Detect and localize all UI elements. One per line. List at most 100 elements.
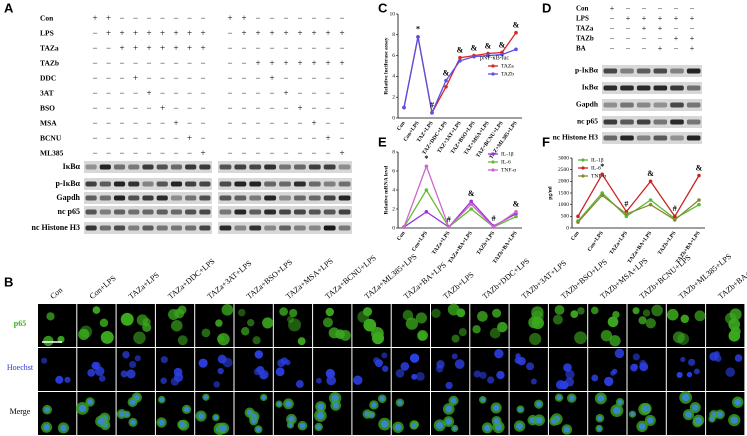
- sign: −: [146, 118, 151, 128]
- legend-marker: [581, 166, 585, 170]
- sign: −: [133, 118, 138, 128]
- blot-band: [85, 195, 97, 201]
- condition-label: TAZa: [576, 25, 594, 33]
- blot-band: [308, 181, 321, 187]
- sign: −: [146, 13, 151, 23]
- legend-marker: [491, 72, 495, 76]
- cell: [221, 304, 234, 316]
- sign: −: [325, 103, 330, 113]
- cell: [177, 305, 187, 315]
- data-point: [424, 188, 429, 192]
- sign: −: [173, 103, 178, 113]
- nucleus: [454, 359, 465, 369]
- y-tick-label: 0: [566, 225, 569, 231]
- blot-band: [219, 164, 232, 170]
- legend-label: TNF-α: [591, 173, 606, 179]
- blot-band: [170, 195, 183, 201]
- nucleus: [526, 362, 535, 371]
- sign: −: [297, 133, 302, 143]
- sign: −: [160, 133, 165, 143]
- cell: [570, 310, 579, 318]
- blot-band: [308, 195, 321, 201]
- sign: −: [297, 148, 302, 158]
- data-point: [469, 199, 474, 204]
- nucleus: [43, 423, 50, 431]
- nucleus: [326, 370, 333, 377]
- nucleus: [160, 356, 168, 364]
- cell: [79, 325, 93, 338]
- nucleus: [395, 369, 405, 378]
- legend-label: TAZa: [501, 63, 514, 69]
- cell: [417, 331, 427, 341]
- x-tick-label: TAZa+LPS: [431, 230, 451, 255]
- sign: −: [187, 148, 192, 158]
- sign: −: [106, 88, 111, 98]
- sign: −: [311, 133, 316, 143]
- blot-band: [219, 225, 232, 231]
- cell: [642, 309, 651, 317]
- sign: +: [92, 13, 97, 23]
- blot-label: Gapdh: [576, 100, 599, 109]
- data-point: [469, 202, 474, 207]
- data-point: [491, 225, 496, 229]
- nucleus: [259, 369, 269, 380]
- blot-band: [293, 181, 306, 187]
- nucleus: [688, 358, 696, 366]
- nucleus: [64, 376, 71, 383]
- nucleus: [60, 424, 67, 432]
- sign: −: [187, 58, 192, 68]
- legend-label: IL-1β: [501, 151, 514, 157]
- nucleus: [709, 416, 715, 422]
- nucleus: [479, 371, 487, 379]
- nucleus: [632, 353, 640, 361]
- series-line: [577, 194, 700, 223]
- cell: [497, 321, 508, 333]
- blot-band: [620, 85, 634, 91]
- sign: −: [92, 58, 97, 68]
- nucleus: [129, 399, 136, 406]
- legend-marker: [581, 174, 585, 178]
- y-tick-label: 0: [392, 225, 395, 231]
- sign: −: [610, 34, 615, 43]
- nucleus: [487, 376, 495, 384]
- x-tick-label: Con+LPS: [587, 230, 605, 252]
- cell: [728, 318, 741, 331]
- sign: +: [690, 44, 695, 53]
- blot-band: [670, 102, 684, 108]
- y-tick-label: 0: [392, 115, 395, 121]
- sign: −: [311, 148, 316, 158]
- nucleus: [124, 412, 130, 417]
- data-point: [416, 35, 420, 39]
- sign: −: [119, 58, 124, 68]
- y-axis-label: pg/ml: [547, 186, 553, 200]
- nucleus: [173, 372, 184, 382]
- nucleus: [87, 399, 93, 405]
- sign: −: [241, 148, 246, 158]
- cell: [405, 317, 418, 330]
- sign: −: [626, 4, 631, 13]
- condition-label: TAZb: [40, 59, 59, 68]
- sign: −: [241, 88, 246, 98]
- significance-mark: #: [492, 214, 496, 223]
- cell: [279, 307, 288, 316]
- sign: −: [674, 24, 679, 33]
- cell: [529, 332, 542, 346]
- condition-label: BCNU: [40, 134, 62, 143]
- x-tick-label: Con: [396, 120, 407, 131]
- nucleus: [555, 380, 566, 390]
- sign: +: [106, 28, 111, 38]
- y-tick-label: 6: [392, 53, 395, 59]
- sign: −: [297, 13, 302, 23]
- sign: −: [133, 133, 138, 143]
- significance-mark: #: [673, 204, 677, 213]
- sign: −: [133, 103, 138, 113]
- nucleus: [681, 393, 690, 402]
- sign: +: [146, 43, 151, 53]
- nucleus: [480, 397, 486, 403]
- sign: −: [146, 148, 151, 158]
- data-point: [514, 214, 518, 219]
- nucleus: [219, 424, 227, 432]
- sign: +: [173, 43, 178, 53]
- nucleus: [642, 405, 650, 413]
- data-point: [600, 193, 604, 198]
